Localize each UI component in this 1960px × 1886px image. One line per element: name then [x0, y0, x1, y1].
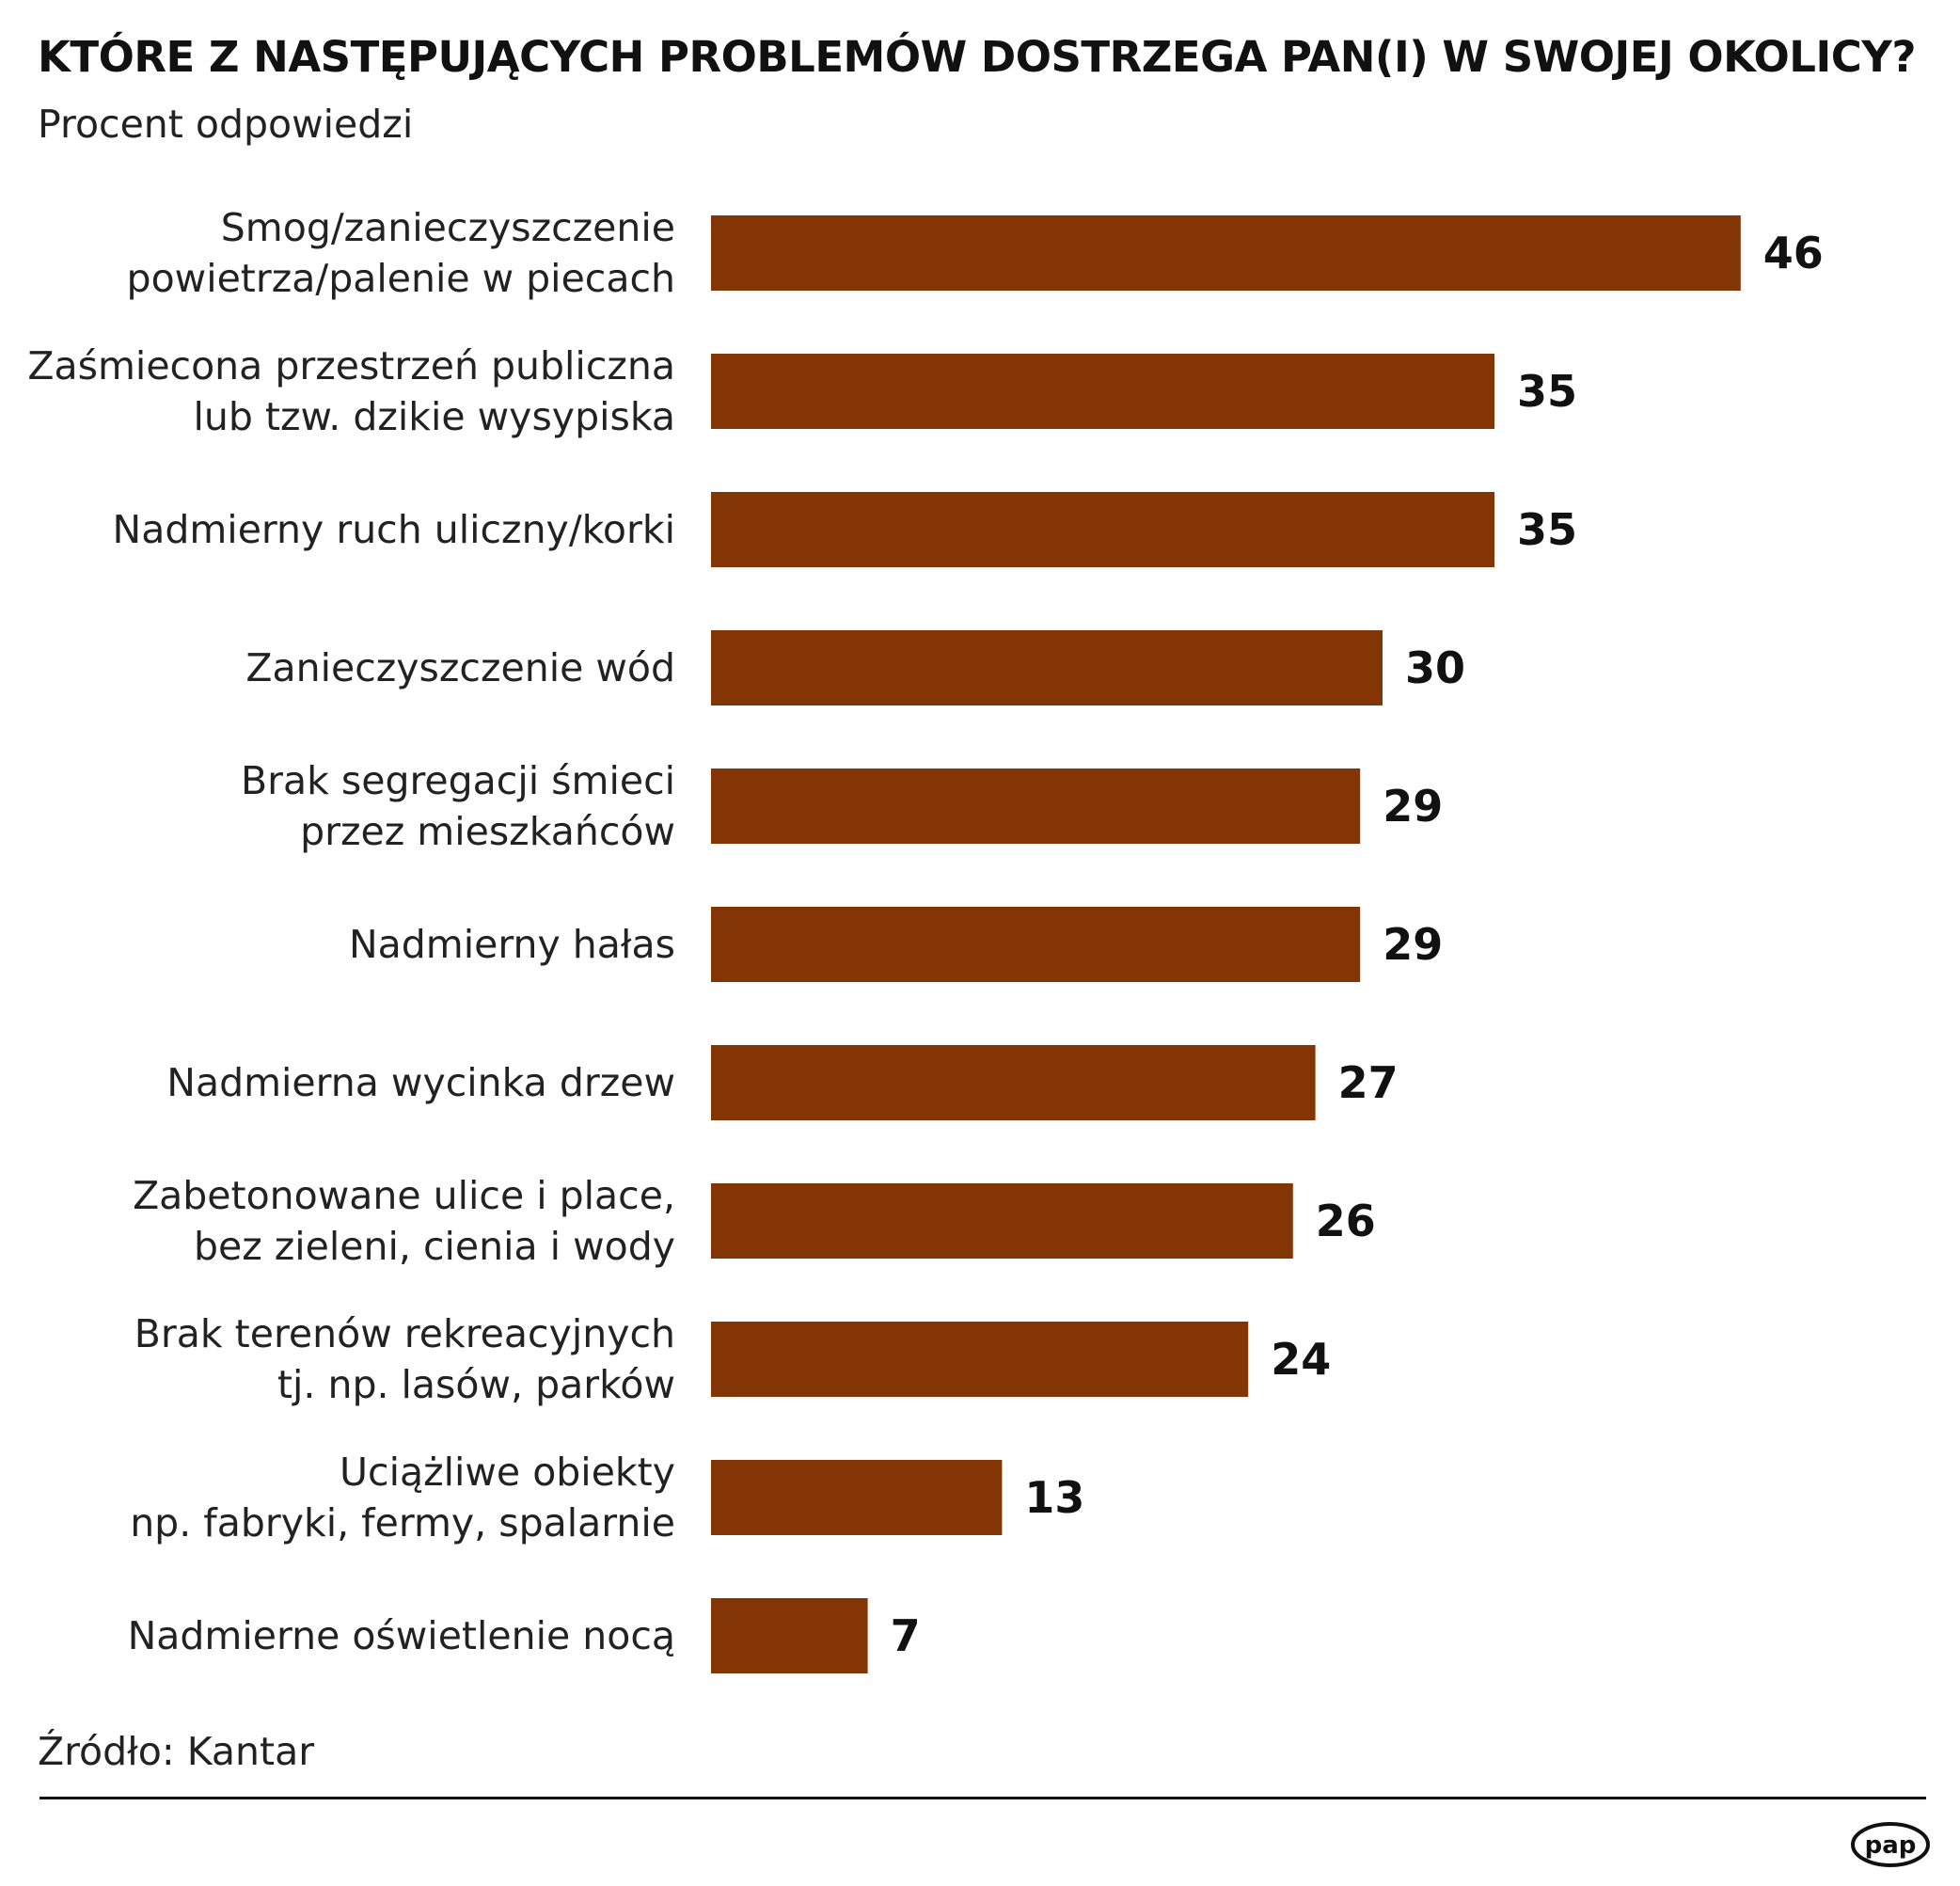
value-label-0: 46 [1763, 228, 1824, 278]
bar-4 [711, 769, 1361, 844]
chart-subtitle: Procent odpowiedzi [38, 102, 414, 147]
bar-8 [711, 1322, 1249, 1397]
bar-6 [711, 1045, 1316, 1120]
category-label-7: Zabetonowane ulice i place, bez zieleni, … [133, 1173, 675, 1269]
pap-logo-text: pap [1865, 1831, 1917, 1860]
category-label-0: Smog/zanieczyszczenie powietrza/palenie w… [127, 205, 675, 301]
value-label-2: 35 [1517, 504, 1577, 555]
value-label-8: 24 [1271, 1334, 1331, 1385]
bar-1 [711, 354, 1494, 429]
category-label-10: Nadmierne oświetlenie nocą [128, 1613, 675, 1658]
source-note: Źródło: Kantar [38, 1729, 315, 1774]
category-label-9: Uciążliwe obiekty np. fabryki, fermy, spa… [130, 1450, 675, 1545]
category-label-6: Nadmierna wycinka drzew [166, 1060, 675, 1105]
category-label-5: Nadmierny hałas [349, 922, 675, 967]
chart-title: KTÓRE Z NASTĘPUJĄCYCH PROBLEMÓW DOSTRZEG… [38, 32, 1916, 82]
category-label-4: Brak segregacji śmieci przez mieszkańców [241, 758, 675, 854]
value-label-4: 29 [1383, 781, 1443, 832]
bar-2 [711, 492, 1494, 567]
bar-7 [711, 1183, 1293, 1259]
value-label-1: 35 [1517, 366, 1577, 417]
category-label-2: Nadmierny ruch uliczny/korki [113, 507, 675, 552]
category-label-1: Zaśmiecona przestrzeń publiczna lub tzw. … [27, 343, 675, 439]
value-label-7: 26 [1316, 1196, 1376, 1246]
value-label-9: 13 [1024, 1472, 1084, 1523]
footer-divider [40, 1797, 1926, 1799]
bar-0 [711, 215, 1741, 291]
value-label-10: 7 [891, 1610, 921, 1661]
bar-9 [711, 1460, 1003, 1535]
bar-chart: Smog/zanieczyszczenie powietrza/palenie w… [27, 205, 1824, 1673]
value-label-5: 29 [1383, 919, 1443, 970]
value-label-3: 30 [1405, 642, 1465, 693]
category-label-8: Brak terenów rekreacyjnych tj. np. lasów,… [134, 1311, 675, 1407]
bar-10 [711, 1598, 868, 1673]
bar-5 [711, 907, 1361, 982]
category-label-3: Zanieczyszczenie wód [245, 645, 675, 690]
bar-3 [711, 630, 1383, 705]
pap-logo: pap [1851, 1822, 1930, 1867]
value-label-6: 27 [1338, 1057, 1399, 1108]
